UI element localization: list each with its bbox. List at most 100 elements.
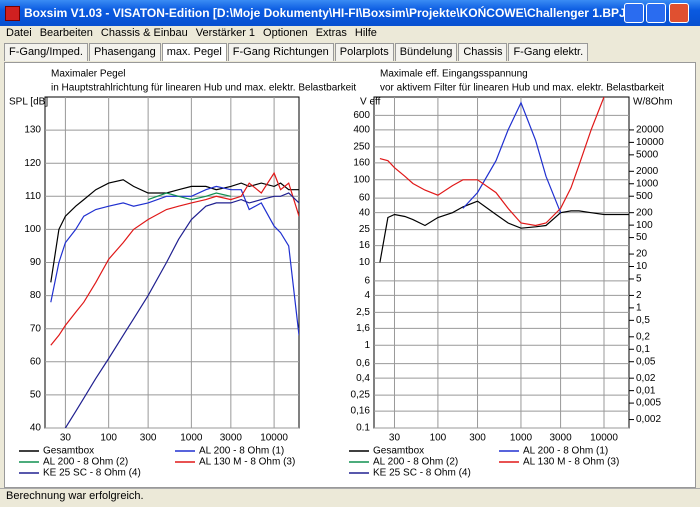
y2-tick-label: 20000 [636,125,664,136]
chart-area: Maximaler Pegel in Hauptstrahlrichtung fü… [4,62,696,488]
y2-tick-label: 0,05 [636,356,656,367]
y-tick-label: 0,25 [351,390,371,401]
y2-tick-label: 2 [636,290,642,301]
close-button[interactable] [669,3,689,23]
tab[interactable]: F-Gang Richtungen [227,43,334,61]
legend-label: AL 200 - 8 Ohm (2) [373,457,458,468]
tab[interactable]: F-Gang/Imped. [4,43,88,61]
y-tick-label: 130 [24,125,41,136]
y2-tick-label: 0,5 [636,315,650,326]
series-line [50,171,299,346]
y-tick-label: 400 [353,125,370,136]
x-tick-label: 3000 [220,433,243,444]
x-tick-label: 10000 [590,433,618,444]
tab[interactable]: F-Gang elektr. [508,43,589,61]
y2-tick-label: 10 [636,261,648,272]
y-tick-label: 80 [30,290,42,301]
y-tick-label: 0,4 [356,373,370,384]
y-tick-label: 100 [24,224,41,235]
minimize-button[interactable] [624,3,644,23]
y2-tick-label: 0,02 [636,373,656,384]
y-axis-label: V eff [360,97,381,108]
y2-tick-label: 2000 [636,166,659,177]
tab[interactable]: Bündelung [394,43,458,61]
series-line [379,97,605,227]
tab[interactable]: Phasengang [88,43,161,61]
menu-item[interactable]: Bearbeiten [39,27,93,39]
x-tick-label: 30 [60,433,72,444]
y-tick-label: 160 [353,157,370,168]
legend-label: AL 200 - 8 Ohm (1) [199,446,284,457]
y-tick-label: 4 [364,290,370,301]
tab-bar: F-Gang/Imped. Phasengang max. Pegel F-Gang … [4,43,589,61]
menu-item[interactable]: Extras [315,27,347,39]
y2-axis-label: W/8Ohm [633,97,672,108]
y2-tick-label: 5 [636,274,642,285]
series-line [379,200,629,263]
y-tick-label: 110 [25,191,41,202]
y-tick-label: 0,16 [351,406,371,417]
y-tick-label: 50 [30,390,42,401]
y2-tick-label: 0,002 [636,414,661,425]
status-bar: Berechnung war erfolgreich. [0,488,700,507]
y2-tick-label: 200 [636,207,653,218]
series-line [50,185,299,336]
series-line [64,192,299,428]
x-tick-label: 100 [100,433,117,444]
menu-item[interactable]: Datei [6,27,32,39]
x-tick-label: 3000 [549,433,572,444]
y-tick-label: 1,6 [356,323,370,334]
series-line [147,192,231,201]
legend-label: Gesamtbox [373,446,424,457]
y2-tick-label: 1000 [636,178,659,189]
menu-item[interactable]: Optionen [263,27,308,39]
y-tick-label: 0,6 [356,358,370,369]
y-tick-label: 40 [359,207,371,218]
y2-tick-label: 0,01 [636,385,656,396]
legend-label: KE 25 SC - 8 Ohm (4) [43,468,141,479]
y-tick-label: 10 [359,257,371,268]
y-tick-label: 70 [30,323,42,334]
y2-tick-label: 20 [636,249,648,260]
y-tick-label: 25 [359,224,371,235]
legend-label: AL 200 - 8 Ohm (1) [523,446,608,457]
y-tick-label: 120 [24,158,41,169]
tab[interactable]: max. Pegel [161,43,227,61]
y2-tick-label: 1 [636,303,642,314]
app-icon [5,6,20,21]
x-tick-label: 10000 [260,433,288,444]
chart-title: Maximale eff. Eingangsspannung [380,69,528,80]
x-tick-label: 1000 [510,433,533,444]
menu-item[interactable]: Chassis & Einbau [100,27,188,39]
y-tick-label: 90 [30,257,42,268]
y-tick-label: 0.1 [356,423,370,434]
y2-tick-label: 100 [636,220,653,231]
x-tick-label: 300 [469,433,486,444]
legend-label: KE 25 SC - 8 Ohm (4) [373,468,471,479]
y-tick-label: 16 [359,240,371,251]
series-line [462,101,562,213]
y-tick-label: 2,5 [356,307,370,318]
y2-tick-label: 0,2 [636,331,650,342]
y-tick-label: 60 [30,356,42,367]
x-tick-label: 100 [430,433,447,444]
chart-subtitle: in Hauptstrahlrichtung für linearen Hub … [51,83,356,94]
y-tick-label: 600 [353,110,370,121]
y-tick-label: 1 [364,340,370,351]
y-tick-label: 250 [353,141,370,152]
maximize-button[interactable] [646,3,666,23]
menu-item[interactable]: Hilfe [354,27,377,39]
y2-tick-label: 0,005 [636,398,661,409]
y-tick-label: 40 [30,423,42,434]
chart-title: Maximaler Pegel [51,69,125,80]
x-tick-label: 30 [389,433,401,444]
tab[interactable]: Chassis [458,43,508,61]
tab[interactable]: Polarplots [334,43,394,61]
y-tick-label: 60 [359,193,371,204]
chart-subtitle: vor aktivem Filter für linearen Hub und … [380,83,664,94]
legend-label: AL 130 M - 8 Ohm (3) [523,457,619,468]
menu-item[interactable]: Verstärker 1 [195,27,256,39]
menu-bar: Datei Bearbeiten Chassis & Einbau Verstärke… [0,27,377,41]
status-text: Berechnung war erfolgreich. [6,490,144,502]
